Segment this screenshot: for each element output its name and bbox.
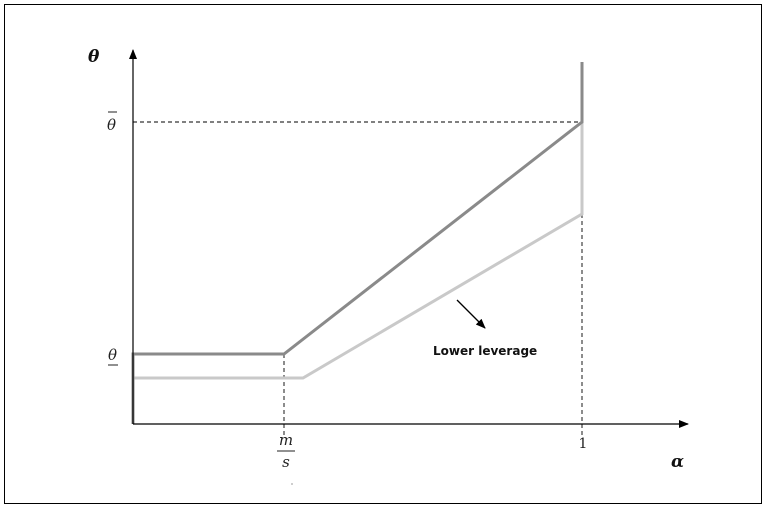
y-axis-title: θ [88,47,100,67]
annotation-label: Lower leverage [433,344,537,358]
figure-frame [4,4,762,504]
y-tick-theta-underbar: θ [108,346,118,366]
x-tick-m-over-s: m s [277,431,295,471]
stray-dot [291,483,293,485]
x-tick-one: 1 [579,436,588,452]
y-tick-theta-bar: θ [107,111,117,134]
y-tick-theta-bar-label: θ [107,116,116,134]
x-tick-s: s [282,453,290,471]
x-tick-m: m [279,431,293,449]
x-axis-title: α [671,452,684,472]
upper-curve [131,62,584,424]
y-tick-theta-underbar-label: θ [108,346,117,364]
lower-curve [133,122,584,380]
annotation-arrow [456,299,486,329]
